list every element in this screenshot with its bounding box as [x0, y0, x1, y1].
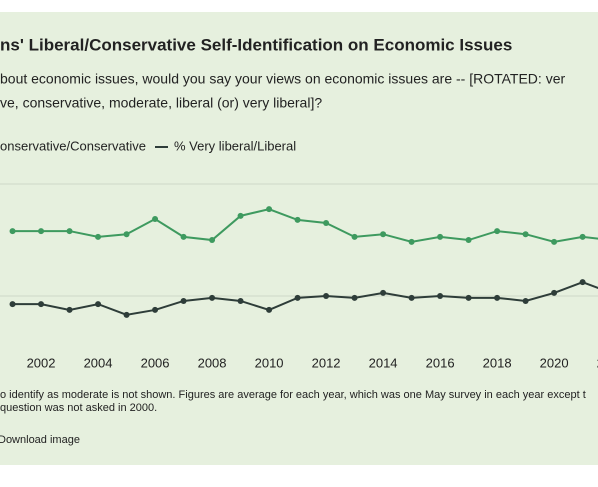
data-point	[152, 215, 159, 222]
data-point	[380, 231, 387, 238]
x-tick-label: 2004	[84, 355, 113, 370]
data-point	[38, 228, 45, 235]
data-point	[152, 306, 159, 313]
data-point	[437, 293, 444, 300]
data-point	[408, 294, 415, 301]
data-point	[209, 237, 216, 244]
data-point	[551, 289, 558, 296]
subtitle: ve, conservative, moderate, liberal (or)…	[0, 95, 322, 111]
data-point	[294, 294, 301, 301]
data-point	[465, 294, 472, 301]
series-line	[12, 281, 598, 316]
data-point	[123, 231, 130, 238]
x-tick-label: 2012	[312, 355, 341, 370]
subtitle: bout economic issues, would you say your…	[0, 71, 565, 87]
data-point	[66, 228, 73, 235]
data-point	[266, 206, 273, 213]
data-point	[95, 233, 102, 240]
data-point	[351, 294, 358, 301]
x-tick-label: 2014	[369, 355, 398, 370]
note: question was not asked in 2000.	[0, 402, 157, 414]
data-point	[408, 238, 415, 245]
x-tick-label: 2022	[597, 355, 598, 370]
x-tick-label: 2008	[198, 355, 227, 370]
download-link[interactable]: Download image	[0, 434, 80, 446]
data-point	[351, 233, 358, 240]
x-tick-label: 2016	[426, 355, 455, 370]
data-point	[123, 311, 130, 318]
data-point	[380, 289, 387, 296]
x-tick-label: 2002	[27, 355, 56, 370]
legend-label: % Very liberal/Liberal	[174, 138, 296, 153]
note: o identify as moderate is not shown. Fig…	[0, 389, 586, 401]
data-point	[180, 297, 187, 304]
data-point	[9, 228, 16, 235]
data-point	[522, 231, 529, 238]
x-tick-label: 2020	[540, 355, 569, 370]
data-point	[38, 301, 45, 308]
chart-title: ns' Liberal/Conservative Self-Identifica…	[0, 35, 512, 54]
data-point	[522, 297, 529, 304]
data-point	[180, 233, 187, 240]
data-point	[494, 228, 501, 235]
data-point	[323, 293, 330, 300]
series-line	[12, 208, 598, 243]
data-point	[209, 294, 216, 301]
data-point	[551, 238, 558, 245]
data-point	[579, 279, 586, 286]
data-point	[266, 306, 273, 313]
data-point	[494, 294, 501, 301]
data-point	[237, 297, 244, 304]
x-tick-label: 2018	[483, 355, 512, 370]
x-tick-label: 2006	[141, 355, 170, 370]
data-point	[237, 212, 244, 219]
data-point	[579, 233, 586, 240]
data-point	[323, 220, 330, 227]
data-point	[9, 301, 16, 308]
data-point	[294, 216, 301, 223]
legend-label: onservative/Conservative	[0, 138, 146, 153]
data-point	[465, 237, 472, 244]
data-point	[437, 233, 444, 240]
data-point	[66, 306, 73, 313]
data-point	[95, 301, 102, 308]
x-tick-label: 2010	[255, 355, 284, 370]
